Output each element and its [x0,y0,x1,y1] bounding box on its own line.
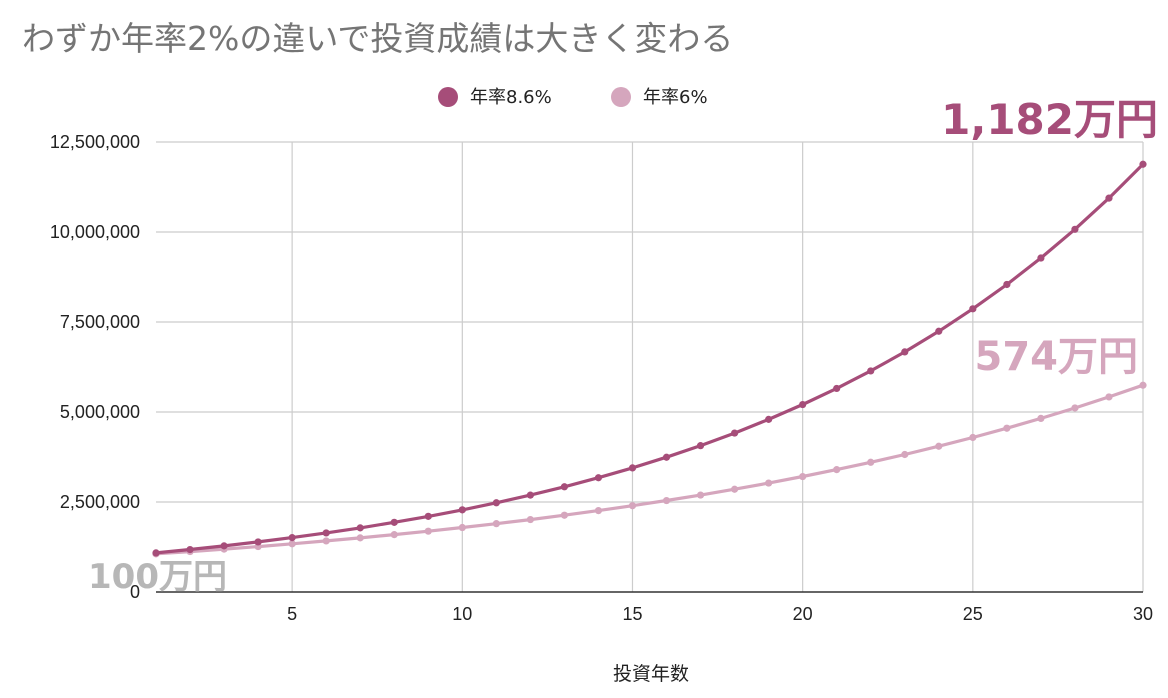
data-point-series-2 [526,515,534,524]
data-point-series-2 [1037,414,1045,422]
data-point-series-1 [186,545,194,554]
data-point-series-1 [935,327,943,335]
y-tick-label: 0 [130,582,140,602]
data-point-series-1 [765,415,773,423]
data-point-series-2 [424,527,432,535]
data-point-series-2 [390,531,398,539]
x-tick-label: 10 [452,604,472,624]
legend-marker-series-1 [438,87,458,107]
data-point-series-1 [288,534,296,542]
data-point-series-2 [730,485,739,493]
data-point-series-1 [254,538,262,546]
data-point-series-2 [594,507,603,515]
data-point-series-1 [1003,280,1011,289]
data-point-series-1 [152,549,160,557]
data-point-series-1 [662,453,671,461]
legend-marker-series-2 [611,87,631,107]
axes: 0 2,500,000 5,000,000 7,500,000 10,000,000 12… [50,132,1153,624]
x-tick-label: 30 [1133,604,1153,624]
data-point-series-2 [356,534,364,542]
data-point-series-2 [322,537,330,545]
data-point-series-2 [765,479,773,487]
data-point-series-2 [833,466,841,474]
data-point-series-2 [458,523,466,532]
y-tick-label: 7,500,000 [60,312,140,332]
data-point-series-1 [833,384,841,393]
x-tick-label: 25 [963,604,983,624]
data-point-series-1 [356,524,364,532]
y-tick-label: 2,500,000 [60,492,140,512]
data-point-series-2 [492,520,500,528]
data-point-series-2 [935,442,943,450]
x-axis-label: 投資年数 [613,663,689,685]
data-point-series-1 [696,442,705,450]
data-point-series-2 [901,450,909,459]
data-point-series-2 [628,502,637,510]
data-point-series-1 [969,305,977,313]
data-point-series-1 [526,491,534,499]
data-point-series-2 [662,496,671,505]
data-point-series-1 [594,474,603,482]
data-point-series-1 [901,348,909,356]
legend-label-series-1: 年率8.6% [470,87,552,108]
series-line-1 [154,162,1145,555]
data-point-series-1 [1105,194,1113,202]
data-point-series-2 [560,511,569,519]
data-point-series-2 [1071,404,1079,412]
data-point-series-1 [1037,254,1045,262]
annotation-final-value-8-6: 1,182万円 [941,95,1158,144]
data-point-series-2 [867,458,875,466]
series-line-2 [154,383,1145,556]
chart-title: わずか年率2%の違いで投資成績は大きく変わる [22,19,733,58]
annotation-initial-value: 100万円 [88,557,227,597]
data-point-series-1 [560,483,569,491]
data-point-series-2 [696,491,705,499]
data-point-series-2 [799,472,807,481]
data-point-series-2 [1105,393,1113,401]
data-point-series-1 [424,512,432,520]
data-point-series-1 [1139,160,1147,168]
data-point-series-1 [322,529,330,537]
data-point-series-1 [492,499,500,507]
data-point-series-1 [867,367,875,375]
x-tick-label: 20 [793,604,813,624]
data-point-series-1 [1071,225,1079,233]
y-tick-label: 5,000,000 [60,402,140,422]
data-point-series-1 [390,518,398,526]
legend: 年率8.6% 年率6% [438,87,708,108]
legend-label-series-2: 年率6% [643,87,708,108]
data-point-series-2 [288,540,296,548]
y-tick-label: 10,000,000 [50,222,140,242]
x-tick-label: 15 [622,604,642,624]
data-point-series-1 [220,542,228,550]
x-tick-label: 5 [287,604,297,624]
data-point-series-1 [799,400,807,409]
y-tick-label: 12,500,000 [50,132,140,152]
data-point-series-2 [1003,424,1011,432]
data-point-series-1 [730,429,739,437]
data-point-series-2 [1139,381,1147,389]
annotation-final-value-6: 574万円 [975,334,1139,380]
plot-area [152,160,1147,558]
data-point-series-1 [458,506,466,514]
data-point-series-1 [628,464,637,472]
grid [156,141,1144,592]
data-point-series-2 [969,433,977,442]
